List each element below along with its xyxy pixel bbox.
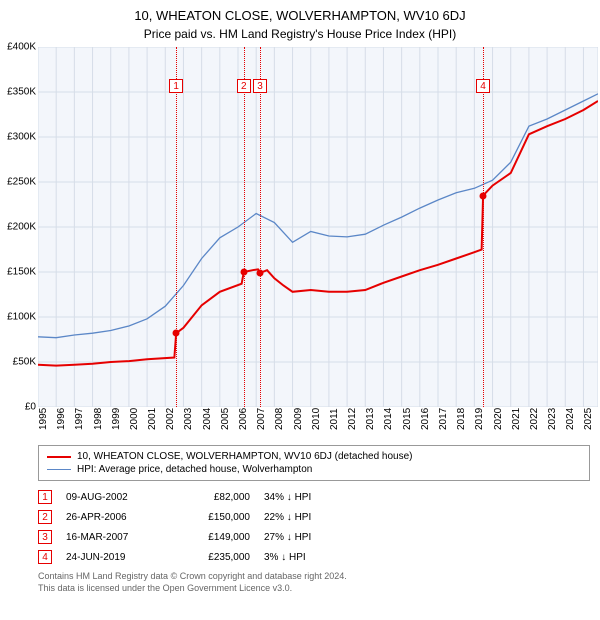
transaction-dot bbox=[240, 269, 247, 276]
x-axis-label: 2000 bbox=[129, 408, 140, 430]
tx-delta: 3% ↓ HPI bbox=[264, 552, 344, 563]
chart-title: 10, WHEATON CLOSE, WOLVERHAMPTON, WV10 6… bbox=[0, 0, 600, 23]
x-axis-label: 2001 bbox=[147, 408, 158, 430]
chart-subtitle: Price paid vs. HM Land Registry's House … bbox=[0, 23, 600, 47]
legend-item: HPI: Average price, detached house, Wolv… bbox=[47, 463, 581, 476]
attribution: Contains HM Land Registry data © Crown c… bbox=[38, 571, 590, 594]
x-axis-label: 2013 bbox=[365, 408, 376, 430]
tx-delta: 34% ↓ HPI bbox=[264, 492, 344, 503]
x-axis-label: 2022 bbox=[529, 408, 540, 430]
tx-date: 24-JUN-2019 bbox=[66, 552, 166, 563]
legend-label: HPI: Average price, detached house, Wolv… bbox=[77, 464, 312, 475]
x-axis-label: 2006 bbox=[238, 408, 249, 430]
chart-plot bbox=[38, 47, 598, 407]
x-axis-label: 2009 bbox=[293, 408, 304, 430]
x-axis-label: 2016 bbox=[420, 408, 431, 430]
x-axis-label: 2015 bbox=[402, 408, 413, 430]
x-axis-label: 2023 bbox=[547, 408, 558, 430]
x-axis-label: 1995 bbox=[38, 408, 49, 430]
x-axis-label: 2004 bbox=[202, 408, 213, 430]
x-axis-label: 1999 bbox=[111, 408, 122, 430]
legend-swatch bbox=[47, 469, 71, 470]
x-axis-label: 1997 bbox=[74, 408, 85, 430]
tx-index: 3 bbox=[38, 530, 52, 544]
transaction-table: 1 09-AUG-2002 £82,000 34% ↓ HPI 2 26-APR-2006… bbox=[38, 487, 590, 567]
table-row: 4 24-JUN-2019 £235,000 3% ↓ HPI bbox=[38, 547, 590, 567]
tx-delta: 22% ↓ HPI bbox=[264, 512, 344, 523]
x-axis-label: 2019 bbox=[474, 408, 485, 430]
x-axis-label: 2005 bbox=[220, 408, 231, 430]
tx-date: 16-MAR-2007 bbox=[66, 532, 166, 543]
x-axis-label: 2010 bbox=[311, 408, 322, 430]
y-axis-label: £50K bbox=[0, 357, 36, 368]
x-axis-label: 2021 bbox=[511, 408, 522, 430]
tx-price: £235,000 bbox=[180, 552, 250, 563]
attribution-line: This data is licensed under the Open Gov… bbox=[38, 583, 590, 595]
x-axis-label: 2002 bbox=[165, 408, 176, 430]
x-axis-label: 2017 bbox=[438, 408, 449, 430]
x-axis-label: 2020 bbox=[493, 408, 504, 430]
legend-label: 10, WHEATON CLOSE, WOLVERHAMPTON, WV10 6… bbox=[77, 451, 412, 462]
x-axis-label: 2011 bbox=[329, 408, 340, 430]
y-axis-label: £200K bbox=[0, 222, 36, 233]
x-axis-label: 2003 bbox=[183, 408, 194, 430]
transaction-marker: 4 bbox=[476, 79, 490, 93]
y-axis-label: £150K bbox=[0, 267, 36, 278]
table-row: 3 16-MAR-2007 £149,000 27% ↓ HPI bbox=[38, 527, 590, 547]
x-axis-label: 1996 bbox=[56, 408, 67, 430]
attribution-line: Contains HM Land Registry data © Crown c… bbox=[38, 571, 590, 583]
x-axis-label: 2014 bbox=[383, 408, 394, 430]
legend-swatch bbox=[47, 456, 71, 458]
transaction-vline bbox=[244, 47, 245, 407]
transaction-marker: 2 bbox=[237, 79, 251, 93]
legend: 10, WHEATON CLOSE, WOLVERHAMPTON, WV10 6… bbox=[38, 445, 590, 481]
y-axis-label: £100K bbox=[0, 312, 36, 323]
x-axis-label: 2012 bbox=[347, 408, 358, 430]
tx-index: 4 bbox=[38, 550, 52, 564]
y-axis-label: £350K bbox=[0, 87, 36, 98]
y-axis-label: £300K bbox=[0, 132, 36, 143]
transaction-marker: 3 bbox=[253, 79, 267, 93]
transaction-dot bbox=[480, 192, 487, 199]
y-axis-label: £0 bbox=[0, 402, 36, 413]
x-axis-label: 2025 bbox=[583, 408, 594, 430]
x-axis-label: 2008 bbox=[274, 408, 285, 430]
table-row: 1 09-AUG-2002 £82,000 34% ↓ HPI bbox=[38, 487, 590, 507]
transaction-dot bbox=[257, 269, 264, 276]
tx-date: 09-AUG-2002 bbox=[66, 492, 166, 503]
tx-index: 1 bbox=[38, 490, 52, 504]
tx-price: £149,000 bbox=[180, 532, 250, 543]
transaction-vline bbox=[260, 47, 261, 407]
tx-price: £82,000 bbox=[180, 492, 250, 503]
y-axis-label: £250K bbox=[0, 177, 36, 188]
legend-item: 10, WHEATON CLOSE, WOLVERHAMPTON, WV10 6… bbox=[47, 450, 581, 463]
tx-price: £150,000 bbox=[180, 512, 250, 523]
x-axis-label: 2024 bbox=[565, 408, 576, 430]
chart-area: £0£50K£100K£150K£200K£250K£300K£350K£400… bbox=[38, 47, 598, 407]
tx-index: 2 bbox=[38, 510, 52, 524]
transaction-vline bbox=[176, 47, 177, 407]
x-axis-label: 2007 bbox=[256, 408, 267, 430]
table-row: 2 26-APR-2006 £150,000 22% ↓ HPI bbox=[38, 507, 590, 527]
x-axis-label: 1998 bbox=[93, 408, 104, 430]
y-axis-label: £400K bbox=[0, 42, 36, 53]
transaction-marker: 1 bbox=[169, 79, 183, 93]
x-axis-label: 2018 bbox=[456, 408, 467, 430]
tx-delta: 27% ↓ HPI bbox=[264, 532, 344, 543]
transaction-dot bbox=[173, 330, 180, 337]
transaction-vline bbox=[483, 47, 484, 407]
tx-date: 26-APR-2006 bbox=[66, 512, 166, 523]
